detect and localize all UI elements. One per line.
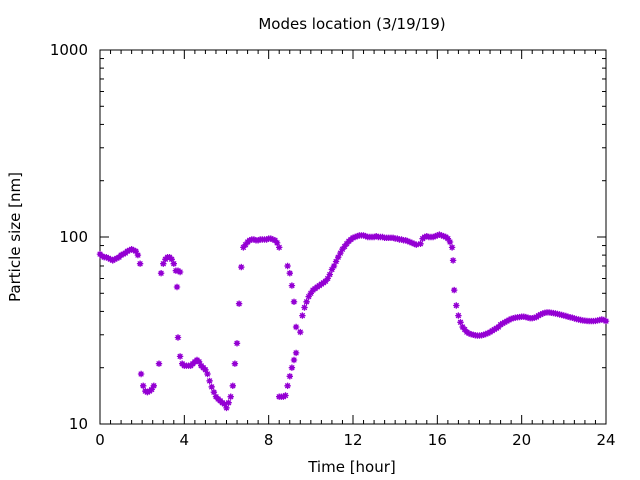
data-point [330, 262, 338, 270]
data-point [284, 262, 291, 270]
x-tick-label: 12 [343, 431, 362, 449]
data-point [337, 249, 344, 257]
data-point [449, 257, 457, 264]
data-point [155, 360, 163, 367]
data-point [292, 323, 300, 331]
data-point [457, 319, 464, 326]
data-point [137, 370, 145, 378]
data-point [195, 358, 203, 365]
data-points [96, 231, 610, 412]
y-tick-label: 1000 [50, 41, 88, 59]
data-point [174, 334, 182, 341]
data-point [170, 260, 178, 267]
data-point [288, 364, 296, 371]
data-point [324, 275, 331, 282]
data-point [176, 268, 184, 276]
data-point [290, 298, 298, 305]
data-point [326, 271, 333, 278]
data-point [290, 356, 298, 364]
data-point [233, 340, 241, 347]
x-axis-label: Time [hour] [307, 458, 396, 476]
chart-title: Modes location (3/19/19) [258, 15, 445, 33]
data-point [328, 266, 336, 273]
axis-ticks [99, 49, 607, 425]
data-point [292, 349, 300, 357]
data-point [335, 254, 342, 261]
data-point [223, 404, 230, 412]
x-tick-label: 8 [264, 431, 274, 449]
x-tick-label: 16 [428, 431, 447, 449]
x-tick-label: 4 [180, 431, 190, 449]
data-point [301, 304, 308, 311]
tick-labels: 0 4 8 12 16 20 24 10 100 1000 [50, 41, 616, 449]
data-point [136, 260, 144, 267]
data-point [305, 293, 312, 300]
data-point [139, 382, 147, 389]
data-point [204, 370, 211, 378]
y-tick-label: 100 [59, 228, 88, 246]
data-point [208, 383, 215, 391]
data-point [455, 312, 462, 319]
data-point [173, 283, 181, 291]
data-point [273, 239, 281, 247]
data-point [132, 247, 140, 255]
data-point [235, 300, 243, 307]
data-point [297, 328, 304, 336]
x-tick-label: 0 [95, 431, 105, 449]
data-point [288, 282, 296, 289]
data-point [282, 392, 289, 399]
data-point [160, 260, 167, 267]
data-point [225, 399, 232, 406]
data-point [210, 389, 218, 396]
data-point [148, 386, 155, 393]
data-point [238, 263, 245, 271]
data-point [284, 382, 291, 389]
data-point [227, 393, 234, 400]
data-point [299, 312, 306, 319]
data-point [276, 244, 283, 251]
data-point [417, 240, 424, 248]
data-point [448, 244, 456, 251]
data-point [176, 353, 184, 360]
data-point [231, 360, 239, 367]
data-point [134, 251, 142, 259]
data-point [202, 366, 209, 373]
data-point [150, 382, 158, 389]
data-point [303, 298, 310, 305]
data-point [229, 382, 237, 389]
x-tick-label: 20 [512, 431, 531, 449]
data-point [451, 286, 458, 294]
data-point [168, 256, 175, 263]
data-point [453, 302, 460, 309]
data-point [332, 258, 340, 265]
y-tick-label: 10 [69, 415, 88, 433]
data-point [307, 290, 314, 297]
y-axis-label: Particle size [nm] [6, 172, 24, 302]
data-point [157, 270, 165, 277]
data-point [286, 373, 293, 380]
data-point [444, 235, 452, 242]
data-point [206, 377, 213, 385]
data-point [602, 317, 610, 325]
data-point [446, 238, 454, 246]
data-point [286, 270, 293, 277]
x-tick-label: 24 [596, 431, 615, 449]
